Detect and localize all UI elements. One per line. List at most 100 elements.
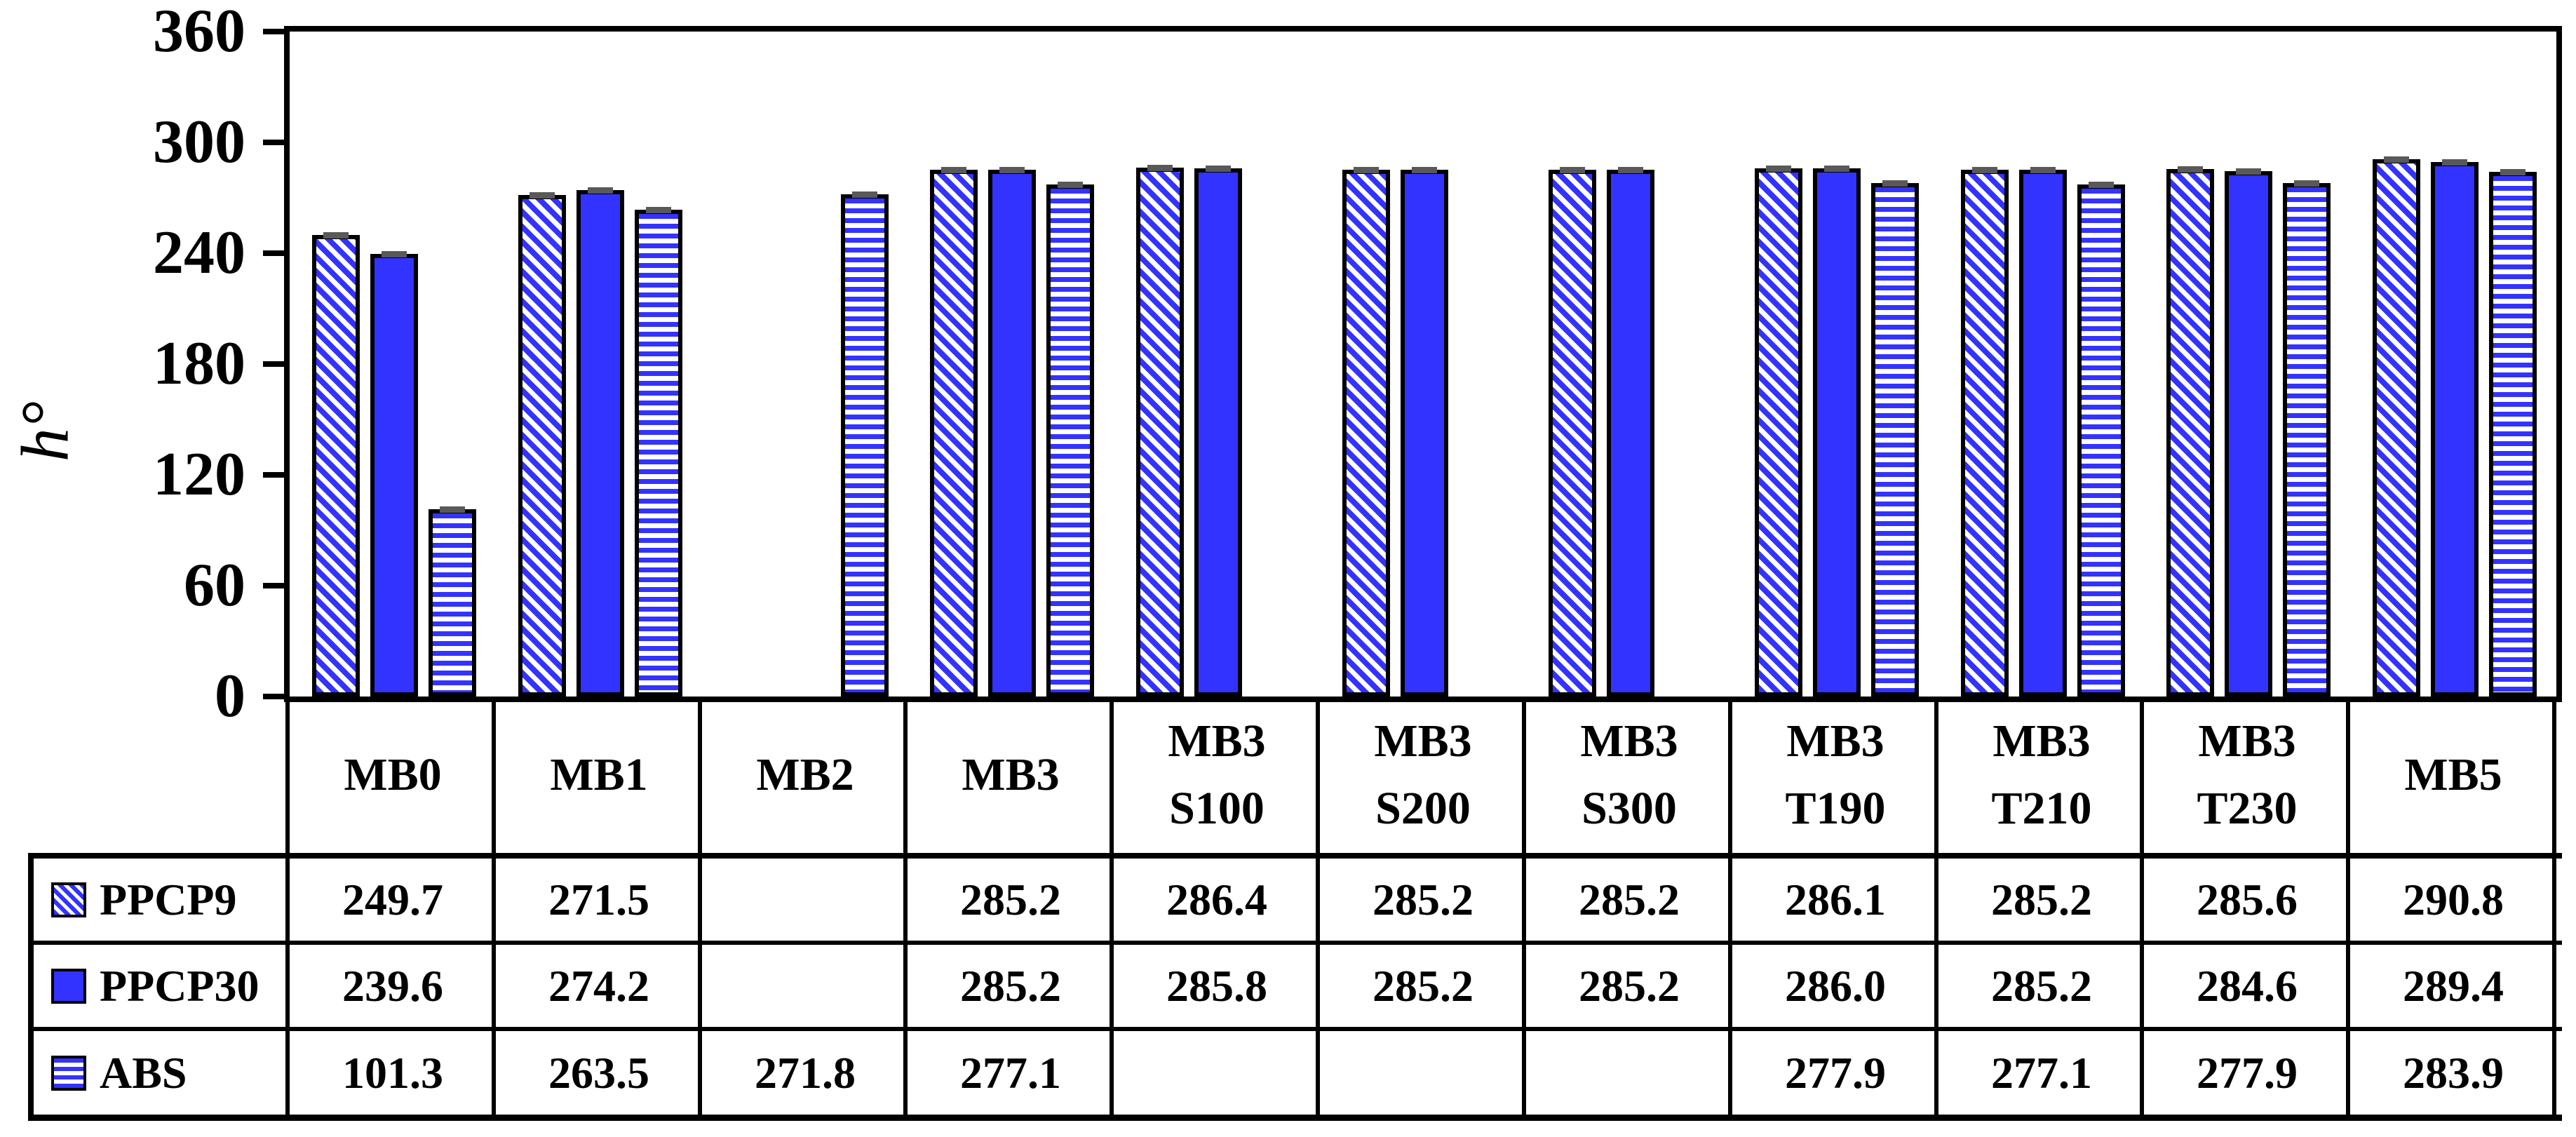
y-axis-tick-360 — [263, 29, 284, 34]
y-axis-tick-300 — [263, 140, 284, 145]
value-cell-PPCP30-5: 285.2 — [1373, 961, 1474, 1011]
y-axis-tick-0 — [263, 694, 284, 699]
y-axis-tick-240 — [263, 250, 284, 256]
y-axis-tick-180 — [263, 361, 284, 367]
category-cell-MB3-S100: MB3 S100 — [1114, 708, 1320, 842]
error-cap-PPCP9-0 — [323, 232, 349, 238]
bar-PPCP30-0 — [370, 254, 418, 697]
legend-row-label-ABS: ABS — [100, 1048, 187, 1098]
category-label-line1: MB3 — [2198, 715, 2296, 767]
y-tick-label-180: 180 — [153, 330, 245, 398]
value-cell-PPCP9-3: 285.2 — [960, 875, 1061, 924]
value-cell-PPCP30-7: 286.0 — [1785, 961, 1886, 1011]
value-cell-PPCP30-9: 284.6 — [2197, 961, 2298, 1011]
table-horizontal-line-1 — [28, 941, 2562, 945]
column-separator-3 — [903, 697, 908, 1121]
column-separator-0 — [285, 697, 290, 1121]
column-separator-9 — [2140, 697, 2144, 1121]
plot-frame — [284, 26, 2562, 702]
bar-PPCP30-1 — [576, 190, 624, 697]
error-cap-ABS-8 — [2089, 182, 2114, 188]
error-cap-PPCP30-10 — [2442, 159, 2467, 166]
y-tick-label-60: 60 — [184, 551, 245, 619]
y-tick-label-300: 300 — [153, 108, 245, 176]
error-cap-PPCP9-5 — [1354, 167, 1379, 173]
column-separator-10 — [2346, 697, 2350, 1121]
category-label-line1: MB3 — [1992, 715, 2091, 767]
error-cap-PPCP30-3 — [999, 167, 1025, 173]
error-cap-ABS-3 — [1058, 182, 1083, 188]
error-cap-PPCP9-8 — [1972, 167, 1997, 173]
column-separator-6 — [1522, 697, 1526, 1121]
legend-row-label-PPCP30: PPCP30 — [100, 961, 259, 1011]
value-cell-PPCP9-0: 249.7 — [342, 875, 443, 924]
error-cap-PPCP30-4 — [1206, 166, 1231, 172]
value-cell-ABS-0: 101.3 — [342, 1048, 443, 1098]
bar-ABS-0 — [429, 509, 476, 697]
error-cap-PPCP9-4 — [1147, 165, 1173, 171]
bar-PPCP30-6 — [1607, 170, 1654, 697]
y-axis-tick-60 — [263, 583, 284, 588]
bar-PPCP9-0 — [312, 235, 360, 697]
value-cell-ABS-7: 277.9 — [1785, 1048, 1886, 1098]
value-cell-ABS-10: 283.9 — [2403, 1048, 2504, 1098]
legend-swatch-ABS — [51, 1056, 86, 1091]
y-axis-tick-120 — [263, 472, 284, 478]
category-cell-MB2: MB2 — [702, 741, 908, 809]
value-cell-PPCP9-10: 290.8 — [2403, 875, 2504, 924]
error-cap-ABS-9 — [2294, 180, 2319, 187]
bar-PPCP9-9 — [2166, 169, 2214, 697]
column-separator-8 — [1934, 697, 1938, 1121]
category-cell-MB3-T210: MB3 T210 — [1938, 708, 2145, 842]
category-label-line2: T190 — [1785, 783, 1886, 834]
bar-PPCP30-4 — [1194, 168, 1242, 697]
error-cap-PPCP9-3 — [941, 167, 966, 173]
column-separator-7 — [1728, 697, 1732, 1121]
bar-PPCP9-10 — [2373, 159, 2420, 697]
bar-PPCP30-3 — [988, 170, 1036, 697]
category-label-line1: MB3 — [1374, 715, 1472, 767]
column-separator-2 — [698, 697, 702, 1121]
category-cell-MB3: MB3 — [908, 741, 1114, 809]
category-label-line1: MB3 — [1580, 715, 1678, 767]
bar-PPCP9-6 — [1549, 170, 1596, 697]
table-horizontal-line-2 — [28, 1027, 2562, 1031]
category-cell-MB3-S300: MB3 S300 — [1526, 708, 1732, 842]
category-label-line1: MB2 — [756, 749, 854, 800]
bar-PPCP9-4 — [1136, 168, 1184, 697]
category-label-line2: T210 — [1991, 783, 2092, 834]
value-cell-PPCP30-8: 285.2 — [1991, 961, 2092, 1011]
y-tick-label-0: 0 — [215, 662, 245, 730]
category-label-line1: MB1 — [550, 749, 648, 800]
table-horizontal-line-3 — [28, 1115, 2562, 1121]
y-tick-label-120: 120 — [153, 440, 245, 509]
value-cell-PPCP9-5: 285.2 — [1373, 875, 1474, 924]
value-cell-ABS-8: 277.1 — [1991, 1048, 2092, 1098]
category-cell-MB3-S200: MB3 S200 — [1320, 708, 1526, 842]
bar-PPCP30-9 — [2225, 171, 2272, 697]
error-cap-ABS-2 — [852, 191, 877, 198]
category-cell-MB1: MB1 — [496, 741, 702, 809]
category-label-line1: MB3 — [1168, 715, 1266, 767]
category-cell-MB3-T230: MB3 T230 — [2144, 708, 2350, 842]
error-cap-PPCP30-9 — [2236, 168, 2261, 175]
value-cell-PPCP30-10: 289.4 — [2403, 961, 2504, 1011]
bar-ABS-7 — [1871, 183, 1919, 697]
bar-PPCP30-7 — [1813, 168, 1861, 697]
category-label-line2: S300 — [1582, 783, 1677, 834]
value-cell-PPCP9-8: 285.2 — [1991, 875, 2092, 924]
value-cell-ABS-1: 263.5 — [548, 1048, 649, 1098]
error-cap-PPCP30-7 — [1824, 166, 1849, 172]
category-cell-MB3-T190: MB3 T190 — [1732, 708, 1938, 842]
value-cell-PPCP9-7: 286.1 — [1785, 875, 1886, 924]
y-tick-label-360: 360 — [153, 0, 245, 65]
error-cap-PPCP30-8 — [2030, 167, 2056, 173]
value-cell-PPCP9-1: 271.5 — [548, 875, 649, 924]
bar-PPCP9-8 — [1961, 170, 2009, 697]
error-cap-PPCP30-0 — [382, 251, 407, 257]
category-label-line2: T230 — [2197, 783, 2298, 834]
value-cell-PPCP9-4: 286.4 — [1166, 875, 1267, 924]
column-separator-1 — [492, 697, 496, 1121]
value-cell-ABS-2: 271.8 — [755, 1048, 856, 1098]
